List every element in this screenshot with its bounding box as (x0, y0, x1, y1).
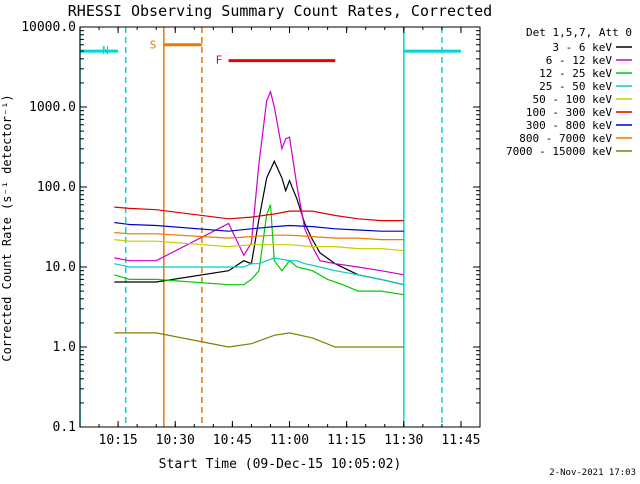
x-tick-label: 10:45 (213, 433, 252, 448)
y-tick-label: 10000.0 (21, 20, 76, 35)
x-axis-label: Start Time (09-Dec-15 10:05:02) (159, 457, 402, 472)
plot-frame (79, 26, 481, 428)
footer-timestamp: 2-Nov-2021 17:03 (549, 468, 636, 478)
status-bar-label: F (216, 54, 223, 67)
legend-label: 25 - 50 keV (539, 80, 612, 93)
status-bar-label: S (150, 39, 157, 52)
legend-label: 3 - 6 keV (552, 41, 612, 54)
legend-label: 50 - 100 keV (533, 93, 613, 106)
legend-label: 12 - 25 keV (539, 67, 612, 80)
legend-label: 800 - 7000 keV (519, 132, 612, 145)
series-line (114, 206, 404, 222)
status-bar-label: N (102, 44, 109, 57)
series-line (114, 221, 404, 232)
series-line (114, 89, 404, 276)
series-layer: N S F (79, 27, 461, 427)
series-line (114, 159, 404, 286)
series-line (114, 204, 404, 296)
chart-title: RHESSI Observing Summary Count Rates, Co… (68, 2, 492, 20)
y-tick-label: 100.0 (37, 180, 76, 195)
series-line (114, 332, 404, 348)
x-tick-label: 10:30 (156, 433, 195, 448)
y-tick-label: 10.0 (45, 260, 76, 275)
axes-layer: 10:15 10:30 10:45 11:00 11:15 11:30 11:45 0.1 1.… (21, 20, 480, 448)
x-tick-label: 10:15 (99, 433, 138, 448)
legend-label: 300 - 800 keV (526, 119, 612, 132)
legend-header: Det 1,5,7, Att 0 (526, 26, 632, 39)
x-tick-label: 11:00 (270, 433, 309, 448)
series-line (114, 231, 404, 241)
x-tick-label: 11:15 (327, 433, 366, 448)
x-tick-label: 11:45 (441, 433, 480, 448)
legend-label: 6 - 12 keV (546, 54, 613, 67)
legend-label: 7000 - 15000 keV (506, 145, 612, 158)
y-tick-label: 0.1 (53, 420, 76, 435)
x-tick-label: 11:30 (384, 433, 423, 448)
legend-label: 100 - 300 keV (526, 106, 612, 119)
y-tick-label: 1000.0 (29, 100, 76, 115)
series-line (114, 257, 404, 286)
series-line (114, 239, 404, 252)
y-axis-label: Corrected Count Rate (s⁻¹ detector⁻¹) (0, 94, 14, 361)
y-tick-label: 1.0 (53, 340, 76, 355)
